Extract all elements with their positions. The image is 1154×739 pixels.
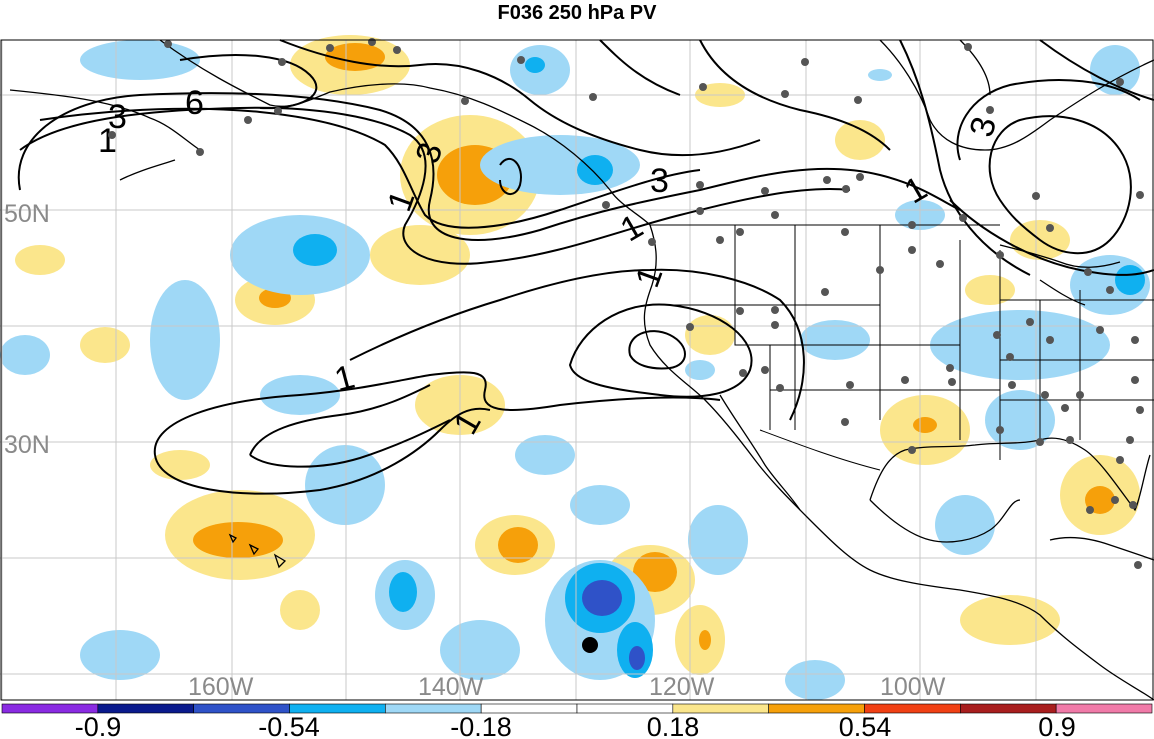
lon-label: 160W	[188, 673, 254, 701]
lat-label: 30N	[4, 431, 50, 459]
political-borders	[650, 224, 1154, 471]
contour-label: 3	[963, 113, 1005, 141]
colorbar	[1, 703, 1153, 714]
contour-label: 3	[650, 162, 669, 200]
lon-labels: 160W 140W 120W 100W	[188, 673, 946, 701]
lat-lon-grid	[0, 40, 1154, 700]
colorbar-swatch	[1055, 703, 1153, 714]
contour-label: 6	[185, 84, 204, 122]
contour-label: 1	[614, 207, 649, 249]
colorbar-label: 0.9	[1038, 712, 1076, 739]
colorbar-label: -0.18	[450, 712, 512, 739]
colorbar-label: 0.18	[647, 712, 700, 739]
lon-label: 100W	[880, 673, 946, 701]
contour-label: 3	[108, 98, 127, 136]
colorbar-label: 0.54	[839, 712, 892, 739]
map-frame	[0, 39, 1154, 701]
coastlines	[9, 39, 1154, 701]
map-title: F036 250 hPa PV	[497, 2, 657, 24]
contour-label: 1	[628, 262, 670, 293]
lon-label: 120W	[649, 673, 715, 701]
lon-label: 140W	[418, 673, 484, 701]
station-dots	[108, 38, 1144, 569]
lat-label: 50N	[4, 200, 50, 228]
pv-contours	[17, 39, 1154, 495]
colorbar-label: -0.9	[75, 712, 122, 739]
location-marker	[582, 637, 598, 653]
contour-label: 1	[98, 122, 117, 160]
colorbar-label: -0.54	[258, 712, 320, 739]
colorbar-labels: -0.9 -0.54 -0.18 0.18 0.54 0.9	[75, 712, 1076, 739]
lat-labels: 50N 30N	[4, 200, 50, 459]
